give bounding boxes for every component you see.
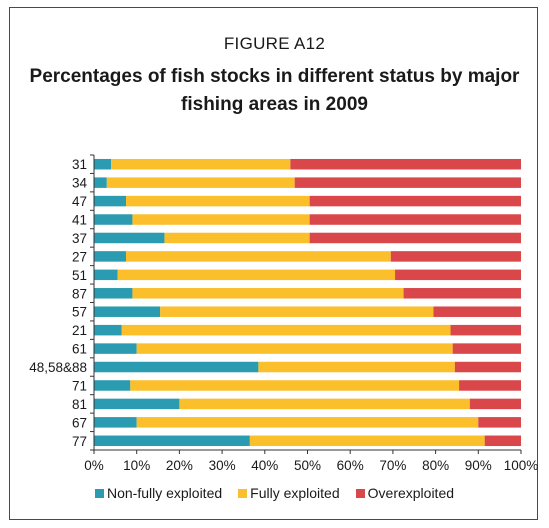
bar-fully-27: [126, 251, 391, 262]
bar-over-47: [309, 195, 521, 207]
legend-item: Overexploited: [355, 485, 455, 501]
figure-frame: [9, 7, 538, 520]
bar-non-fully-77: [94, 435, 250, 447]
x-tick-label: 80%: [422, 458, 449, 473]
y-tick-label: 41: [72, 213, 87, 228]
figure-label: FIGURE A12: [223, 34, 326, 53]
bar-non-fully-61: [94, 343, 137, 354]
bar-over-77: [484, 435, 521, 447]
bar-non-fully-27: [94, 251, 127, 262]
legend-label: Overexploited: [367, 485, 455, 501]
bar-fully-47: [126, 195, 310, 207]
bar-fully-31: [111, 158, 291, 170]
bar-non-fully-71: [94, 380, 131, 391]
bar-over-57: [433, 306, 521, 317]
x-tick-label: 20%: [166, 458, 193, 473]
bar-non-fully-41: [94, 214, 133, 225]
legend-label: Non-fully exploited: [106, 485, 223, 501]
y-tick-label: 67: [72, 415, 87, 430]
bar-non-fully-37: [94, 232, 165, 244]
x-tick-label: 30%: [209, 458, 236, 473]
y-tick-label: 87: [72, 286, 87, 301]
bar-non-fully-21: [94, 324, 122, 336]
x-tick-label: 40%: [251, 458, 278, 473]
x-tick-label: 90%: [465, 458, 492, 473]
x-tick-label: 100%: [504, 458, 539, 473]
bar-fully-77: [249, 435, 485, 447]
bar-fully-87: [132, 288, 404, 299]
bar-non-fully-81: [94, 398, 180, 410]
bar-non-fully-47: [94, 195, 127, 207]
bar-non-fully-31: [94, 158, 112, 170]
bar-fully-41: [132, 214, 310, 225]
bar-over-34: [294, 177, 521, 188]
y-tick-label: 48,58&88: [29, 360, 87, 375]
bar-fully-21: [121, 324, 451, 336]
bar-non-fully-51: [94, 269, 118, 281]
legend-item: Non-fully exploited: [94, 485, 223, 501]
x-tick-label: 0%: [84, 458, 104, 473]
x-tick-label: 10%: [123, 458, 150, 473]
bar-over-31: [290, 158, 521, 170]
legend-item: Fully exploited: [238, 485, 340, 501]
bar-over-71: [459, 380, 521, 391]
bar-over-37: [309, 232, 521, 244]
y-tick-label: 31: [72, 157, 87, 172]
bar-over-27: [390, 251, 521, 262]
bar-fully-57: [160, 306, 434, 317]
y-tick-label: 27: [72, 249, 87, 264]
bar-fully-34: [106, 177, 295, 188]
bar-over-48-58-88: [454, 361, 521, 373]
bar-fully-61: [136, 343, 453, 354]
x-tick-label: 50%: [294, 458, 321, 473]
bar-fully-51: [117, 269, 396, 281]
bar-over-41: [309, 214, 521, 225]
legend-swatch: [355, 488, 365, 498]
bar-fully-81: [179, 398, 470, 410]
bar-non-fully-34: [94, 177, 107, 188]
legend-label: Fully exploited: [250, 485, 340, 501]
bar-over-21: [450, 324, 521, 336]
bar-over-67: [478, 417, 521, 428]
y-tick-label: 61: [72, 342, 87, 357]
bar-over-81: [469, 398, 521, 410]
y-tick-label: 47: [72, 194, 87, 209]
bar-fully-48-58-88: [258, 361, 455, 373]
x-tick-label: 60%: [337, 458, 364, 473]
bar-over-51: [395, 269, 521, 281]
y-tick-label: 34: [72, 176, 88, 191]
bar-non-fully-57: [94, 306, 161, 317]
bar-fully-67: [136, 417, 479, 428]
bar-non-fully-67: [94, 417, 137, 428]
legend-swatch: [94, 488, 104, 498]
y-tick-label: 37: [72, 231, 87, 246]
legend-swatch: [238, 488, 248, 498]
bar-fully-71: [130, 380, 460, 391]
bar-over-87: [403, 288, 521, 299]
legend: Non-fully exploited Fully exploited Overex…: [0, 485, 549, 501]
y-tick-label: 77: [72, 434, 87, 449]
bar-non-fully-48-58-88: [94, 361, 259, 373]
y-tick-label: 57: [72, 305, 87, 320]
y-tick-label: 51: [72, 268, 87, 283]
y-tick-label: 71: [72, 378, 87, 393]
bar-fully-37: [164, 232, 310, 244]
bar-over-61: [452, 343, 521, 354]
chart-title: Percentages of fish stocks in different …: [29, 66, 520, 115]
bar-non-fully-87: [94, 288, 133, 299]
y-tick-label: 81: [72, 397, 87, 412]
y-tick-label: 21: [72, 323, 87, 338]
x-tick-label: 70%: [379, 458, 406, 473]
